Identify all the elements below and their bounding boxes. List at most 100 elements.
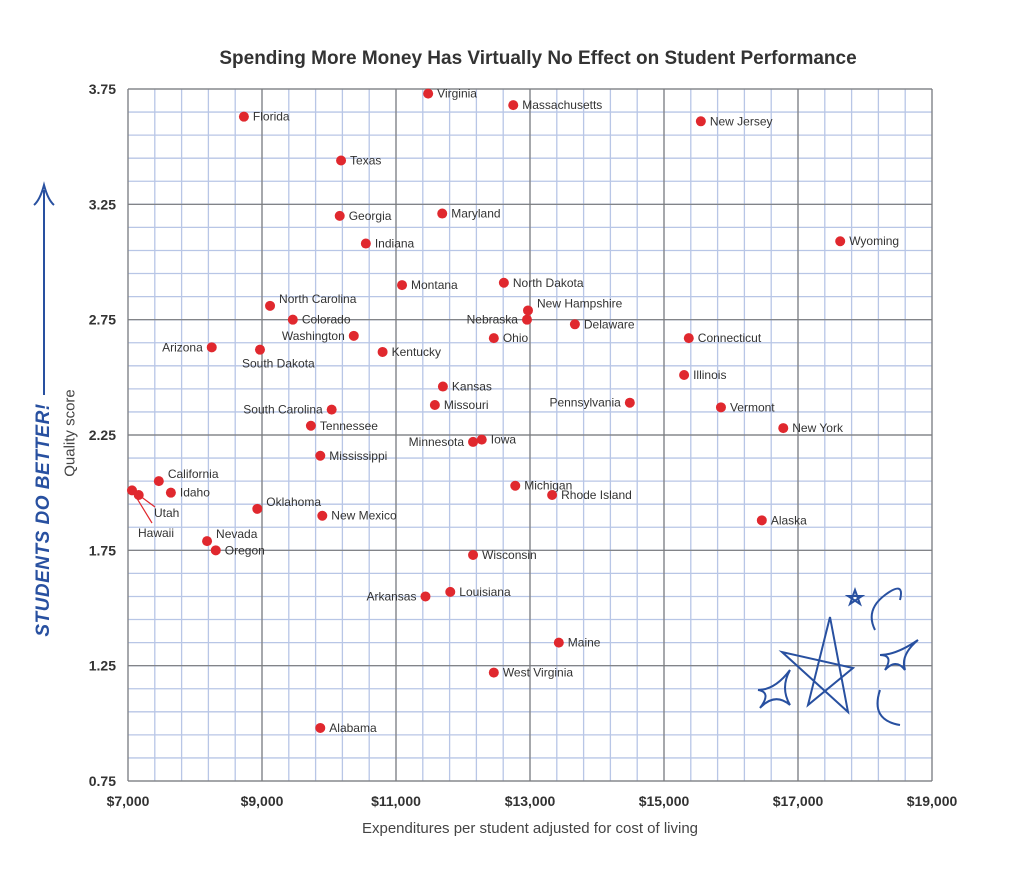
x-axis-label: Expenditures per student adjusted for co… [361,820,699,837]
point-label: Arizona [162,340,203,354]
point-label: Louisiana [459,585,511,599]
data-point [238,111,249,122]
point-label: California [168,467,219,481]
x-tick-label: $19,000 [907,793,958,809]
point-label: South Carolina [243,403,323,417]
point-label: Utah [154,506,179,520]
point-label: Virginia [437,87,477,101]
x-tick-label: $15,000 [639,793,690,809]
data-point [468,436,479,447]
point-label: Oregon [225,543,265,557]
data-point [756,515,767,526]
data-point [522,305,533,316]
point-label: Vermont [730,400,775,414]
point-label: New York [792,421,844,435]
chart-title: Spending More Money Has Virtually No Eff… [219,48,857,69]
data-point [377,346,388,357]
point-label: Nevada [216,527,258,541]
y-tick-label: 3.75 [89,81,116,97]
data-point [429,400,440,411]
y-tick-label: 3.25 [89,196,116,212]
x-tick-label: $9,000 [241,793,284,809]
point-label: Hawaii [138,526,174,540]
point-label: Missouri [444,398,489,412]
data-point [326,404,337,415]
data-point [265,300,276,311]
data-point [210,545,221,556]
point-label: Georgia [349,209,392,223]
star-doodle-icon [757,587,919,726]
point-label: North Carolina [279,292,357,306]
data-point [683,333,694,344]
x-tick-label: $17,000 [773,793,824,809]
point-label: Texas [350,154,381,168]
point-label: Minnesota [409,435,465,449]
data-point [488,333,499,344]
point-label: Iowa [491,433,517,447]
data-point [420,591,431,602]
point-label: Colorado [302,313,351,327]
data-point [715,402,726,413]
point-label: Rhode Island [561,488,632,502]
x-tick-label: $7,000 [107,793,150,809]
data-point [202,536,213,547]
point-label: Idaho [180,486,210,500]
data-point [695,116,706,127]
data-point [437,208,448,219]
point-label: Pennsylvania [549,396,621,410]
point-label: Arkansas [366,589,416,603]
data-point [317,510,328,521]
data-point [348,330,359,341]
data-point [287,314,298,325]
y-axis-label: Quality score [61,389,79,477]
arrow-up-icon [33,181,55,395]
data-point [624,397,635,408]
data-point [835,236,846,247]
data-point [445,586,456,597]
data-point [569,319,580,330]
data-point [305,420,316,431]
data-point [165,487,176,498]
point-label: West Virginia [503,666,574,680]
point-label: Illinois [693,368,726,382]
data-point [254,344,265,355]
point-label: New Jersey [710,114,773,128]
data-point [133,489,144,500]
data-point [153,476,164,487]
point-label: Montana [411,278,458,292]
point-label: Kansas [452,380,492,394]
y-tick-label: 0.75 [89,773,116,789]
point-label: Washington [282,329,345,343]
data-point [488,667,499,678]
y-tick-label: 1.25 [89,658,116,674]
point-label: Delaware [584,317,635,331]
point-label: Wisconsin [482,548,537,562]
data-point [334,210,345,221]
point-label: Wyoming [849,234,899,248]
point-label: Florida [253,110,290,124]
point-label: North Dakota [513,276,584,290]
point-label: Maine [568,636,601,650]
point-label: Oklahoma [266,495,321,509]
point-label: Tennessee [320,419,378,433]
point-label: New Mexico [331,509,397,523]
data-point [679,370,690,381]
point-label: Alaska [771,513,807,527]
data-point [553,637,564,648]
students-do-better-annotation: STUDENTS DO BETTER! [33,403,54,637]
data-point [437,381,448,392]
data-point [360,238,371,249]
data-point [778,423,789,434]
data-point [498,277,509,288]
data-point [468,549,479,560]
point-label: Indiana [375,237,415,251]
point-label: New Hampshire [537,296,623,310]
x-tick-label: $13,000 [505,793,556,809]
y-tick-label: 1.75 [89,542,116,558]
point-label: Ohio [503,331,529,345]
data-point [252,503,263,514]
data-point [315,722,326,733]
data-point [423,88,434,99]
data-point [336,155,347,166]
